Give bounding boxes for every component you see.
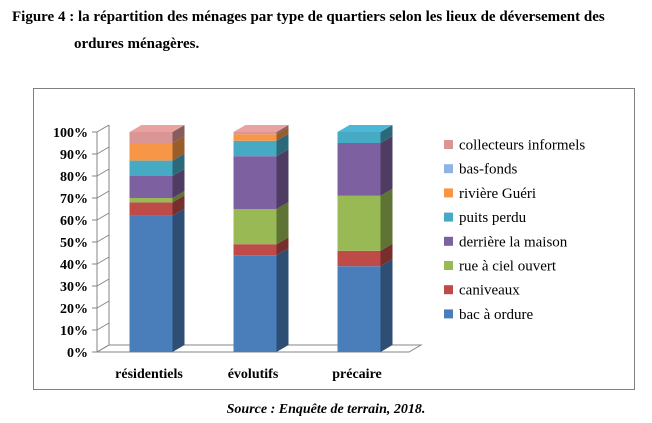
- bar-precaire-rue-a-ciel-ouvert-side: [380, 188, 393, 251]
- y-tick-label: 60%: [60, 214, 88, 229]
- bar-residentiels-collecteurs-informels-top: [129, 125, 185, 132]
- legend-swatch-collecteurs-informels: [444, 140, 453, 149]
- bar-precaire-rue-a-ciel-ouvert: [337, 195, 381, 251]
- bar-precaire-bac-a-ordure: [337, 266, 381, 352]
- legend-swatch-rue-a-ciel-ouvert: [444, 261, 453, 270]
- bar-residentiels-derriere-la-maison: [129, 176, 173, 198]
- bar-precaire-bac-a-ordure-side: [380, 259, 393, 352]
- bar-evolutifs-derriere-la-maison-side: [276, 149, 289, 209]
- bar-residentiels-puits-perdu: [129, 160, 173, 176]
- legend-label-rue-a-ciel-ouvert: rue à ciel ouvert: [459, 259, 557, 275]
- legend-label-bas-fonds: bas-fonds: [459, 162, 517, 178]
- bar-residentiels-riviere-gueri-side: [172, 136, 185, 161]
- bar-precaire-puits-perdu-side: [380, 125, 393, 143]
- legend-swatch-bac-a-ordure: [444, 309, 453, 319]
- y-grid-diagonal: [96, 278, 110, 287]
- y-grid-diagonal: [96, 212, 110, 221]
- x-tick-label-residentiels: résidentiels: [115, 367, 183, 382]
- y-grid-diagonal: [96, 300, 110, 309]
- legend-label-riviere-gueri: rivière Guéri: [459, 186, 536, 202]
- bar-evolutifs-riviere-gueri-side: [276, 127, 289, 141]
- y-grid-diagonal: [96, 344, 110, 353]
- bar-evolutifs-riviere-gueri: [233, 134, 277, 141]
- y-tick-label: 0%: [67, 346, 88, 361]
- legend-swatch-riviere-gueri: [444, 188, 453, 198]
- y-grid-diagonal: [96, 234, 110, 243]
- bar-evolutifs-bac-a-ordure: [233, 255, 277, 352]
- legend-label-caniveaux: caniveaux: [459, 283, 520, 299]
- y-tick-label: 50%: [60, 236, 88, 251]
- y-grid-diagonal: [96, 168, 110, 177]
- bar-evolutifs-derriere-la-maison: [233, 156, 277, 209]
- bar-evolutifs-caniveaux-side: [276, 237, 289, 256]
- y-tick-label: 100%: [53, 126, 88, 141]
- bar-residentiels-puits-perdu-side: [172, 153, 185, 176]
- y-tick-label: 30%: [60, 280, 88, 295]
- bar-residentiels-bac-a-ordure: [129, 215, 173, 352]
- legend-swatch-derriere-la-maison: [444, 236, 453, 246]
- figure-title: Figure 4 : la répartition des ménages pa…: [12, 4, 642, 58]
- y-grid-diagonal: [96, 256, 110, 265]
- y-tick-label: 70%: [60, 192, 88, 207]
- legend-swatch-bas-fonds: [444, 164, 453, 174]
- bar-evolutifs-caniveaux: [233, 244, 277, 256]
- y-grid-diagonal: [96, 124, 110, 133]
- bar-precaire-derriere-la-maison: [337, 143, 381, 196]
- legend-label-puits-perdu: puits perdu: [459, 210, 527, 226]
- bar-residentiels-derriere-la-maison-side: [172, 169, 185, 198]
- bar-evolutifs-rue-a-ciel-ouvert-side: [276, 202, 289, 245]
- bar-evolutifs-bac-a-ordure-side: [276, 248, 289, 352]
- bar-precaire-puits-perdu: [337, 132, 381, 143]
- y-grid-diagonal: [96, 190, 110, 199]
- x-tick-label-precaire: précaire: [332, 367, 382, 382]
- y-grid-diagonal: [96, 146, 110, 155]
- bar-residentiels-riviere-gueri: [129, 143, 173, 161]
- legend-swatch-puits-perdu: [444, 212, 453, 222]
- figure-title-line2: ordures ménagères.: [74, 36, 200, 52]
- bar-evolutifs-rue-a-ciel-ouvert: [233, 209, 277, 245]
- bar-residentiels-caniveaux-side: [172, 195, 185, 216]
- bar-evolutifs-collecteurs-informels-side: [276, 125, 289, 135]
- legend-swatch-caniveaux: [444, 285, 453, 295]
- bar-residentiels-caniveaux: [129, 202, 173, 216]
- y-tick-label: 40%: [60, 258, 88, 273]
- figure-title-line1: Figure 4 : la répartition des ménages pa…: [12, 9, 605, 25]
- bar-residentiels-rue-a-ciel-ouvert: [129, 198, 173, 203]
- legend-label-bac-a-ordure: bac à ordure: [459, 307, 533, 323]
- legend-label-collecteurs-informels: collecteurs informels: [459, 138, 585, 154]
- bar-residentiels-collecteurs-informels-side: [172, 125, 185, 143]
- bar-residentiels-rue-a-ciel-ouvert-side: [172, 191, 185, 203]
- bar-evolutifs-collecteurs-informels-top: [233, 125, 289, 132]
- y-tick-label: 20%: [60, 302, 88, 317]
- bar-residentiels-collecteurs-informels: [129, 132, 173, 143]
- stacked-bar-chart: 0% 10% 20% 30% 40% 50% 60% 70% 80% 90% 100% résiden…: [53, 124, 585, 382]
- bar-evolutifs-collecteurs-informels: [233, 132, 277, 135]
- x-tick-label-evolutifs: évolutifs: [228, 367, 279, 382]
- chart-frame: 0% 10% 20% 30% 40% 50% 60% 70% 80% 90% 100% résiden…: [33, 88, 635, 390]
- legend-label-derriere-la-maison: derrière la maison: [459, 234, 568, 250]
- bar-precaire-caniveaux-side: [380, 243, 393, 267]
- bar-evolutifs-puits-perdu: [233, 140, 277, 157]
- y-tick-label: 10%: [60, 324, 88, 339]
- y-tick-label: 80%: [60, 170, 88, 185]
- bar-precaire-caniveaux: [337, 250, 381, 267]
- bar-residentiels-bac-a-ordure-side: [172, 208, 185, 352]
- bar-evolutifs-puits-perdu-side: [276, 133, 289, 157]
- bar-precaire-derriere-la-maison-side: [380, 136, 393, 196]
- bar-precaire-puits-perdu-top: [337, 125, 393, 132]
- y-grid-diagonal: [96, 322, 110, 331]
- figure-source: Source : Enquête de terrain, 2018.: [226, 402, 426, 417]
- y-tick-label: 90%: [60, 148, 88, 163]
